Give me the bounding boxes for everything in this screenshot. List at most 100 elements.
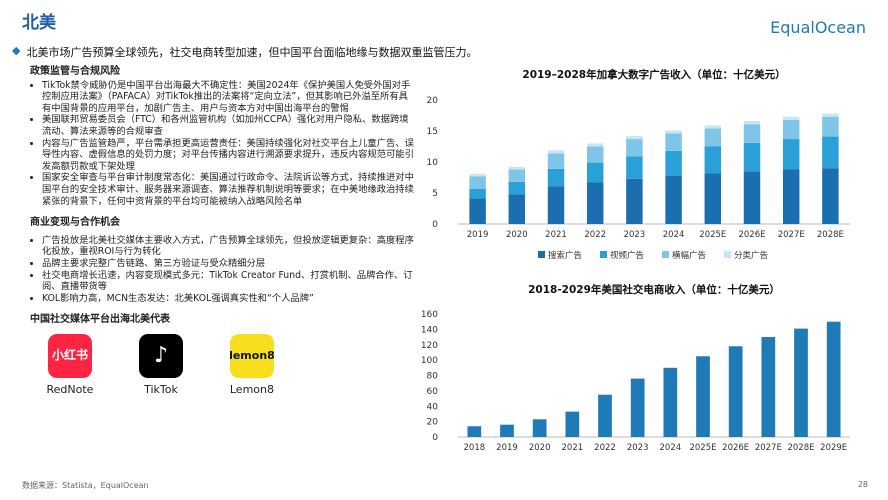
bar [728,346,743,437]
platform: 小红书 RedNote [30,333,110,396]
bullets: TikTok禁令威胁仍是中国平台出海最大不确定性：美国2024年《保护美国人免受… [30,80,415,208]
bar-segment [508,194,526,224]
bar-segment [743,142,761,172]
x-tick-label: 2025E [699,230,726,240]
legend-swatch [662,251,669,258]
bar-segment [822,136,839,169]
legend-swatch [724,251,731,258]
chart-title: 2019–2028年加拿大数字广告收入（单位：十亿美元） [522,68,785,81]
bullet: 内容与广告监管趋严，平台需承担更高运营责任：美国持续强化对社交平台上儿童广告、误… [42,138,415,173]
bar-segment [508,166,526,170]
x-tick-label: 2024 [663,230,685,240]
slide-title: 北美 [22,13,56,33]
x-tick-label: 2022 [584,230,606,240]
x-tick-label: 2023 [624,230,646,240]
bar-segment [469,173,486,177]
bar-segment [743,171,761,224]
platform: lemon8 Lemon8 [212,333,292,396]
diamond: ◆ [12,44,21,57]
chart-title: 2018-2029年美国社交电商收入（单位：十亿美元） [528,283,780,296]
x-tick-label: 2024 [660,443,682,453]
y-tick-label: 0 [432,220,438,230]
bar-segment [822,113,839,117]
legend-swatch [538,251,545,258]
bar-segment [665,130,682,134]
legend-swatch [600,251,607,258]
bar-segment [586,146,604,163]
legend-label: 视频广告 [610,250,644,261]
bar-segment [586,182,604,224]
bar [761,337,776,437]
bar [467,426,482,437]
bar-segment [704,146,722,174]
bar-segment [822,116,839,137]
y-tick-label: 160 [421,310,438,320]
bar [826,321,841,437]
bar-segment [665,150,682,176]
bullet: KOL影响力高，MCN生态发达：北美KOL强调真实性和“个人品牌” [42,293,415,305]
x-tick-label: 2025E [689,443,716,453]
bar [532,419,547,437]
bar [663,367,678,437]
section-title: 中国社交媒体平台出海北美代表 [30,314,170,326]
y-tick-label: 5 [432,189,438,199]
bar-segment [665,175,682,224]
x-tick-label: 2021 [562,443,584,453]
bar-segment [704,173,722,224]
platform-name: TikTok [144,382,178,396]
bar-segment [547,168,565,187]
bar-segment [704,128,722,147]
bar-segment [626,139,643,157]
bar-segment [782,139,800,170]
bar-segment [469,176,486,189]
bar-segment [626,178,643,224]
bar-segment [469,198,486,224]
bar-segment [547,186,565,224]
section-title: 政策监管与合规风险 [30,66,120,77]
bar-segment [508,181,526,195]
platform-name: Lemon8 [229,382,274,396]
y-tick-label: 140 [421,325,438,335]
x-tick-label: 2026E [738,230,765,240]
y-tick-label: 120 [421,341,438,351]
page-number: 28 [857,480,868,489]
bar-segment [782,116,800,120]
x-tick-label: 2026E [722,443,749,453]
y-tick-label: 60 [427,387,439,397]
x-tick-label: 2018 [464,443,486,453]
y-tick-label: 20 [427,418,439,428]
y-tick-label: 40 [427,402,439,412]
section-title: 商业变现与合作机会 [30,217,120,229]
y-tick-label: 20 [427,96,439,106]
y-tick-label: 80 [427,372,439,382]
y-tick-label: 10 [427,158,439,168]
bar [565,411,580,437]
legend-label: 搜索广告 [548,250,582,261]
bar [630,378,645,437]
platform-logo: 小红书 [48,333,92,378]
y-tick-label: 15 [427,127,438,137]
bullets: 广告投放是北美社交媒体主要收入方式，广告预算全球领先，但投放逻辑更复杂：高度程序… [30,235,415,305]
bullet: 美国联邦贸易委员会（FTC）和各州监管机构（如加州CCPA）强化对用户隐私、数据… [42,114,415,137]
platform-logo: ♪ [138,333,183,378]
bar-segment [743,121,761,125]
platform: ♪ TikTok [121,333,201,396]
bar-segment [743,124,761,143]
subtitle: 北美市场广告预算全球领先，社交电商转型加速，但中国平台面临地缘与数据双重监管压力… [26,46,478,59]
bar-segment [822,168,839,224]
bar-segment [626,135,643,140]
x-tick-label: 2020 [506,230,528,240]
bullet: TikTok禁令威胁仍是中国平台出海最大不确定性：美国2024年《保护美国人免受… [42,80,415,115]
bar [794,328,808,437]
bullet: 广告投放是北美社交媒体主要收入方式，广告预算全球领先，但投放逻辑更复杂：高度程序… [42,235,415,258]
x-tick-label: 2023 [627,443,649,453]
x-tick-label: 2027E [778,230,805,240]
x-tick-label: 2028E [817,230,844,240]
bar-segment [547,150,565,154]
bullet: 社交电商增长迅速，内容变现模式多元：TikTok Creator Fund、打赏… [42,270,415,293]
x-tick-label: 2020 [529,443,551,453]
bar [696,356,710,437]
x-tick-label: 2019 [467,230,489,240]
